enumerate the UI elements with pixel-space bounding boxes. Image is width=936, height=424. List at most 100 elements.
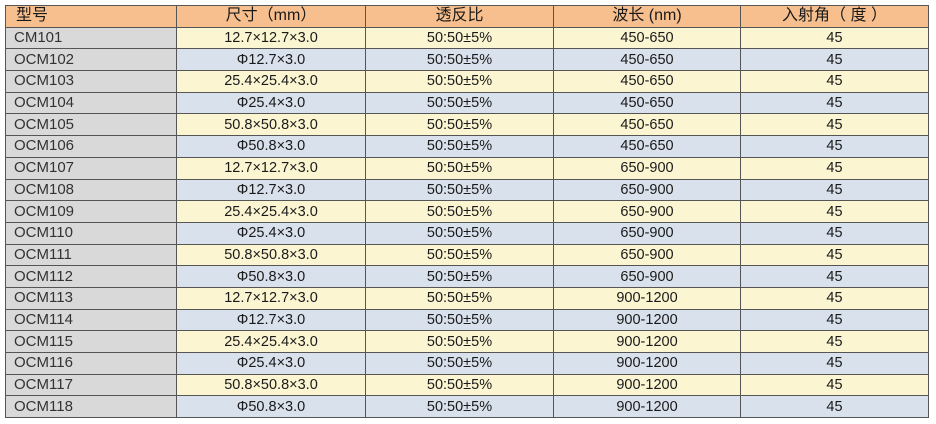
table-row: OCM111 50.8×50.8×3.0 50:50±5% 650-900 45 — [5, 243, 929, 267]
cell-model: OCM107 — [5, 156, 177, 180]
header-row: 型号 尺寸（mm） 透反比 波长 (nm) 入射角（ 度 ） — [5, 5, 929, 28]
cell-wavelength: 650-900 — [553, 200, 741, 223]
cell-wavelength: 450-650 — [553, 91, 741, 115]
cell-size: Φ25.4×3.0 — [176, 221, 366, 245]
cell-wavelength: 650-900 — [553, 243, 741, 267]
cell-ratio: 50:50±5% — [365, 243, 554, 267]
cell-size: Φ25.4×3.0 — [176, 352, 366, 375]
cell-size: 25.4×25.4×3.0 — [176, 70, 366, 93]
cell-size: Φ12.7×3.0 — [176, 48, 366, 72]
cell-size: 50.8×50.8×3.0 — [176, 113, 366, 137]
cell-wavelength: 900-1200 — [553, 308, 741, 332]
table-row: OCM117 50.8×50.8×3.0 50:50±5% 900-1200 45 — [5, 373, 929, 397]
cell-wavelength: 450-650 — [553, 135, 741, 158]
cell-model: OCM110 — [5, 221, 177, 245]
table-row: OCM112 Φ50.8×3.0 50:50±5% 650-900 45 — [5, 265, 929, 288]
cell-size: Φ50.8×3.0 — [176, 265, 366, 288]
table-row: OCM103 25.4×25.4×3.0 50:50±5% 450-650 45 — [5, 70, 929, 93]
cell-ratio: 50:50±5% — [365, 113, 554, 137]
cell-angle: 45 — [740, 70, 929, 93]
table-row: OCM108 Φ12.7×3.0 50:50±5% 650-900 45 — [5, 178, 929, 202]
cell-angle: 45 — [740, 113, 929, 137]
cell-size: Φ50.8×3.0 — [176, 395, 366, 419]
cell-size: 25.4×25.4×3.0 — [176, 200, 366, 223]
cell-model: OCM113 — [5, 286, 177, 310]
table-row: OCM116 Φ25.4×3.0 50:50±5% 900-1200 45 — [5, 352, 929, 375]
cell-angle: 45 — [740, 308, 929, 332]
cell-ratio: 50:50±5% — [365, 48, 554, 72]
cell-angle: 45 — [740, 221, 929, 245]
cell-model: OCM106 — [5, 135, 177, 158]
table-row: OCM102 Φ12.7×3.0 50:50±5% 450-650 45 — [5, 48, 929, 72]
cell-ratio: 50:50±5% — [365, 352, 554, 375]
table-row: OCM118 Φ50.8×3.0 50:50±5% 900-1200 45 — [5, 395, 929, 419]
cell-wavelength: 650-900 — [553, 221, 741, 245]
cell-wavelength: 650-900 — [553, 156, 741, 180]
cell-angle: 45 — [740, 156, 929, 180]
cell-ratio: 50:50±5% — [365, 26, 554, 50]
cell-angle: 45 — [740, 395, 929, 419]
table-row: OCM106 Φ50.8×3.0 50:50±5% 450-650 45 — [5, 135, 929, 158]
table-row: CM101 12.7×12.7×3.0 50:50±5% 450-650 45 — [5, 26, 929, 50]
cell-wavelength: 450-650 — [553, 48, 741, 72]
cell-ratio: 50:50±5% — [365, 286, 554, 310]
cell-size: Φ50.8×3.0 — [176, 135, 366, 158]
cell-angle: 45 — [740, 243, 929, 267]
cell-angle: 45 — [740, 91, 929, 115]
cell-model: OCM116 — [5, 352, 177, 375]
cell-size: 12.7×12.7×3.0 — [176, 26, 366, 50]
cell-wavelength: 450-650 — [553, 26, 741, 50]
cell-model: OCM115 — [5, 330, 177, 353]
cell-size: Φ12.7×3.0 — [176, 178, 366, 202]
cell-ratio: 50:50±5% — [365, 395, 554, 419]
table-row: OCM110 Φ25.4×3.0 50:50±5% 650-900 45 — [5, 221, 929, 245]
table-row: OCM109 25.4×25.4×3.0 50:50±5% 650-900 45 — [5, 200, 929, 223]
cell-size: 50.8×50.8×3.0 — [176, 373, 366, 397]
cell-size: 12.7×12.7×3.0 — [176, 286, 366, 310]
table-row: OCM115 25.4×25.4×3.0 50:50±5% 900-1200 45 — [5, 330, 929, 353]
table-row: OCM107 12.7×12.7×3.0 50:50±5% 650-900 45 — [5, 156, 929, 180]
cell-wavelength: 450-650 — [553, 70, 741, 93]
cell-wavelength: 900-1200 — [553, 330, 741, 353]
header-size: 尺寸（mm） — [176, 5, 366, 28]
cell-model: OCM103 — [5, 70, 177, 93]
cell-wavelength: 650-900 — [553, 178, 741, 202]
cell-wavelength: 900-1200 — [553, 352, 741, 375]
cell-size: 25.4×25.4×3.0 — [176, 330, 366, 353]
cell-angle: 45 — [740, 330, 929, 353]
table-row: OCM114 Φ12.7×3.0 50:50±5% 900-1200 45 — [5, 308, 929, 332]
cell-model: CM101 — [5, 26, 177, 50]
header-wavelength: 波长 (nm) — [553, 5, 741, 28]
cell-size: Φ25.4×3.0 — [176, 91, 366, 115]
cell-model: OCM118 — [5, 395, 177, 419]
cell-model: OCM108 — [5, 178, 177, 202]
cell-wavelength: 450-650 — [553, 113, 741, 137]
cell-ratio: 50:50±5% — [365, 308, 554, 332]
cell-model: OCM111 — [5, 243, 177, 267]
cell-angle: 45 — [740, 286, 929, 310]
cell-angle: 45 — [740, 373, 929, 397]
cell-ratio: 50:50±5% — [365, 373, 554, 397]
header-angle: 入射角（ 度 ） — [740, 5, 929, 28]
cell-ratio: 50:50±5% — [365, 156, 554, 180]
cell-wavelength: 650-900 — [553, 265, 741, 288]
cell-angle: 45 — [740, 26, 929, 50]
cell-angle: 45 — [740, 352, 929, 375]
cell-angle: 45 — [740, 48, 929, 72]
cell-model: OCM117 — [5, 373, 177, 397]
cell-ratio: 50:50±5% — [365, 330, 554, 353]
cell-size: 12.7×12.7×3.0 — [176, 156, 366, 180]
cell-angle: 45 — [740, 265, 929, 288]
cell-ratio: 50:50±5% — [365, 200, 554, 223]
header-model: 型号 — [5, 5, 177, 28]
cell-model: OCM105 — [5, 113, 177, 137]
cell-ratio: 50:50±5% — [365, 91, 554, 115]
cell-size: Φ12.7×3.0 — [176, 308, 366, 332]
cell-angle: 45 — [740, 200, 929, 223]
cell-wavelength: 900-1200 — [553, 286, 741, 310]
cell-ratio: 50:50±5% — [365, 178, 554, 202]
header-ratio: 透反比 — [365, 5, 554, 28]
cell-angle: 45 — [740, 135, 929, 158]
cell-size: 50.8×50.8×3.0 — [176, 243, 366, 267]
table-row: OCM113 12.7×12.7×3.0 50:50±5% 900-1200 45 — [5, 286, 929, 310]
